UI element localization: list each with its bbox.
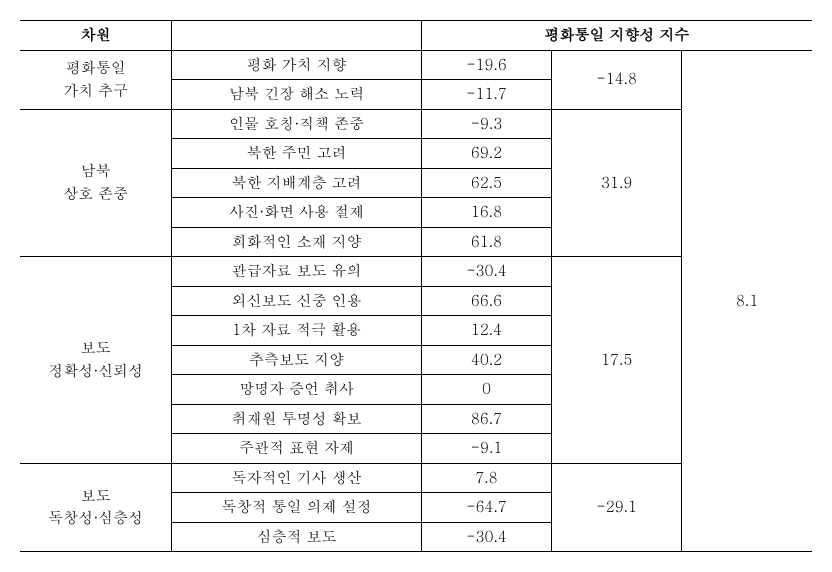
item-label: 취재원 투명성 확보	[172, 404, 422, 434]
overall-score: 8.1	[682, 50, 812, 552]
item-value: -30.4	[421, 522, 551, 552]
item-label: 추측보도 지양	[172, 345, 422, 375]
item-label: 인물 호칭·직책 존중	[172, 109, 422, 139]
item-label: 평화 가치 지향	[172, 50, 422, 80]
item-label: 독자적인 기사 생산	[172, 463, 422, 493]
group-score: -14.8	[552, 50, 682, 109]
item-value: -30.4	[421, 257, 551, 287]
group-score: -29.1	[552, 463, 682, 552]
item-value: -64.7	[421, 493, 551, 523]
item-value: 66.6	[421, 286, 551, 316]
dimension-cell: 남북상호 존중	[20, 109, 172, 257]
item-label: 북한 주민 고려	[172, 139, 422, 169]
data-table: 차원 평화통일 지향성 지수 평화통일가치 추구평화 가치 지향-19.6-14…	[20, 20, 812, 552]
item-label: 사진·화면 사용 절제	[172, 198, 422, 228]
item-value: 16.8	[421, 198, 551, 228]
dimension-cell: 보도독창성·심층성	[20, 463, 172, 552]
item-label: 독창적 통일 의제 설정	[172, 493, 422, 523]
header-dimension: 차원	[20, 21, 172, 51]
item-label: 1차 자료 적극 활용	[172, 316, 422, 346]
item-label: 심층적 보도	[172, 522, 422, 552]
item-value: -9.1	[421, 434, 551, 464]
item-value: 62.5	[421, 168, 551, 198]
group-score: 17.5	[552, 257, 682, 464]
group-score: 31.9	[552, 109, 682, 257]
item-label: 주관적 표현 자제	[172, 434, 422, 464]
item-value: 69.2	[421, 139, 551, 169]
item-value: 0	[421, 375, 551, 405]
header-blank	[172, 21, 422, 51]
item-value: 86.7	[421, 404, 551, 434]
item-label: 남북 긴장 해소 노력	[172, 80, 422, 110]
item-value: 61.8	[421, 227, 551, 257]
item-label: 북한 지배계층 고려	[172, 168, 422, 198]
item-value: -11.7	[421, 80, 551, 110]
item-label: 외신보도 신중 인용	[172, 286, 422, 316]
header-row: 차원 평화통일 지향성 지수	[20, 21, 812, 51]
item-label: 관급자료 보도 유의	[172, 257, 422, 287]
item-value: 12.4	[421, 316, 551, 346]
item-value: 40.2	[421, 345, 551, 375]
item-value: -19.6	[421, 50, 551, 80]
item-label: 희화적인 소재 지양	[172, 227, 422, 257]
item-label: 망명자 증언 취사	[172, 375, 422, 405]
dimension-cell: 보도정확성·신뢰성	[20, 257, 172, 464]
item-value: 7.8	[421, 463, 551, 493]
header-index: 평화통일 지향성 지수	[421, 21, 812, 51]
dimension-cell: 평화통일가치 추구	[20, 50, 172, 109]
table-row: 평화통일가치 추구평화 가치 지향-19.6-14.88.1	[20, 50, 812, 80]
item-value: -9.3	[421, 109, 551, 139]
